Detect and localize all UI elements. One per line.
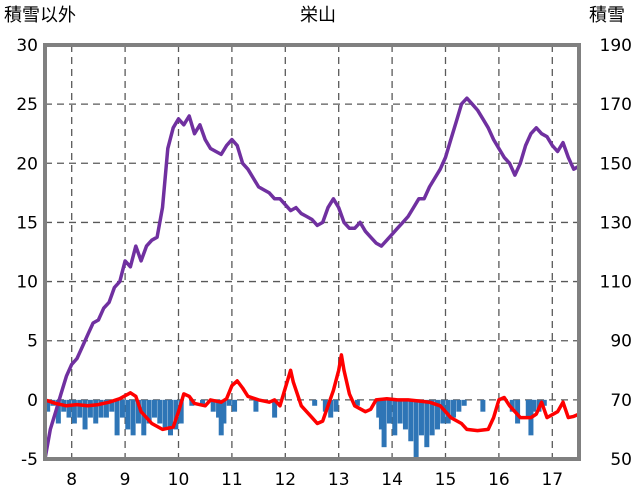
precipitation-bar (216, 399, 222, 418)
precipitation-bar (82, 399, 88, 430)
right-tick-label: 90 (610, 332, 632, 352)
precipitation-bar (151, 399, 157, 418)
right-tick-label: 170 (600, 95, 632, 115)
precipitation-bar (541, 399, 547, 406)
precipitation-bar (221, 399, 227, 424)
precipitation-bar (386, 399, 392, 424)
x-tick-label: 8 (66, 470, 77, 490)
precipitation-bar (392, 399, 398, 436)
precipitation-bar (189, 399, 195, 406)
left-tick-label: 10 (16, 273, 38, 293)
precipitation-bar (312, 399, 318, 406)
left-tick-label: 15 (16, 213, 38, 233)
precipitation-bar (509, 399, 515, 412)
x-tick-label: 11 (221, 470, 243, 490)
x-tick-label: 16 (488, 470, 510, 490)
precipitation-bar (402, 399, 408, 430)
precipitation-bar (146, 399, 152, 424)
precipitation-bar (167, 399, 173, 436)
precipitation-bar (531, 399, 537, 412)
left-tick-label: 5 (27, 332, 38, 352)
precipitation-bar (232, 399, 238, 412)
precipitation-bar (322, 399, 328, 412)
precipitation-bar (429, 399, 435, 436)
precipitation-bar (424, 399, 430, 448)
x-tick-label: 10 (168, 470, 190, 490)
precipitation-bar (440, 399, 446, 424)
snow-depth-line (43, 96, 580, 460)
precipitation-bar (381, 399, 387, 448)
right-tick-label: 110 (600, 273, 632, 293)
precipitation-bar (210, 399, 216, 412)
x-tick-label: 13 (328, 470, 350, 490)
left-tick-label: 20 (16, 154, 38, 174)
precipitation-bar (200, 399, 206, 406)
x-tick-label: 15 (435, 470, 457, 490)
precipitation-bar (515, 399, 521, 424)
precipitation-bar (418, 399, 424, 436)
x-tick-label: 14 (381, 470, 403, 490)
precipitation-bar (408, 399, 414, 442)
precipitation-bar (98, 399, 104, 418)
temperature-line (44, 353, 580, 433)
precipitation-bar (451, 399, 457, 418)
left-tick-label: 25 (16, 95, 38, 115)
right-tick-label: 130 (600, 213, 632, 233)
precipitation-bar (109, 399, 115, 412)
precipitation-bar (378, 399, 384, 430)
precipitation-bar (130, 399, 136, 436)
precipitation-bar (93, 399, 99, 424)
precipitation-bar (125, 399, 131, 430)
right-tick-label: 70 (610, 391, 632, 411)
precipitation-bar (253, 399, 259, 412)
precipitation-bar (71, 399, 77, 424)
right-tick-label: 150 (600, 154, 632, 174)
precipitation-bar (480, 399, 486, 412)
right-axis-label: 積雪 (589, 5, 625, 26)
x-tick-label: 9 (120, 470, 131, 490)
left-tick-label: 0 (27, 391, 38, 411)
precipitation-bar (45, 399, 51, 412)
x-tick-label: 12 (274, 470, 296, 490)
chart-title: 栄山 (300, 5, 336, 26)
plot-frame (43, 43, 581, 461)
precipitation-bar (87, 399, 93, 418)
precipitation-bar (66, 399, 72, 418)
left-axis-label: 積雪以外 (4, 5, 76, 26)
precipitation-bar (461, 399, 467, 406)
precipitation-bar (218, 399, 224, 436)
tick-labels: -5 0 5 10 15 20 25 30 50 70 90 110 130 150 170 190 8 9 10 1… (16, 36, 632, 490)
precipitation-bar (397, 399, 403, 424)
precipitation-bar (354, 399, 360, 406)
precipitation-bar (376, 399, 382, 418)
right-tick-label: 190 (600, 36, 632, 56)
precipitation-bar (55, 399, 61, 424)
precipitation-bar (157, 399, 163, 424)
precipitation-bar (77, 399, 83, 418)
precipitation-bar (226, 399, 232, 406)
grid-lines (45, 45, 579, 459)
precipitation-bar (525, 399, 531, 418)
precipitation-bar (178, 399, 184, 424)
precipitation-bar (119, 399, 125, 418)
precipitation-bar (445, 399, 451, 424)
precipitation-bar (103, 399, 109, 418)
precipitation-bar (333, 399, 339, 412)
precipitation-bar (141, 399, 147, 436)
precipitation-bar (456, 399, 462, 412)
left-tick-label: 30 (16, 36, 38, 56)
precipitation-bar (135, 399, 141, 424)
precipitation-bar (162, 399, 168, 430)
precipitation-bar (413, 399, 419, 459)
precipitation-bar (114, 399, 120, 436)
precipitation-bar (272, 399, 278, 418)
precipitation-bar (434, 399, 440, 430)
precipitation-bar (328, 399, 334, 418)
x-tick-label: 17 (541, 470, 563, 490)
series-lines (43, 96, 580, 460)
left-tick-label: -5 (21, 450, 38, 470)
right-tick-label: 50 (610, 450, 632, 470)
